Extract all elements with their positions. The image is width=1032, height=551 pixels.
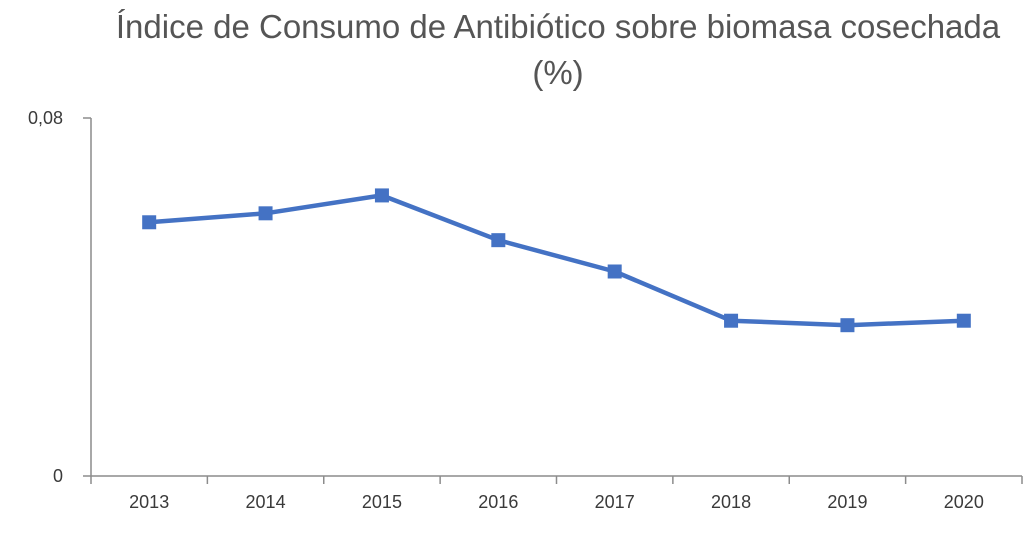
series-line-group [149,193,964,328]
x-tick-label: 2013 [129,492,169,512]
series-line [149,193,964,328]
x-tick-label: 2016 [478,492,518,512]
data-point-2015 [374,188,389,203]
data-point-2016 [491,233,506,248]
chart-title-unit: (%) [532,54,584,91]
x-tick-label: 2018 [711,492,751,512]
data-markers [142,188,971,333]
x-tick-label: 2014 [246,492,286,512]
chart-title: Índice de Consumo de Antibiótico sobre b… [0,4,1032,96]
data-point-2020 [956,313,971,328]
x-tick-label: 2019 [827,492,867,512]
data-point-2017 [607,264,622,279]
x-tick-label: 2017 [595,492,635,512]
data-point-2018 [724,313,739,328]
data-point-2019 [840,318,855,333]
y-tick-label: 0 [53,466,63,486]
data-point-2014 [258,206,273,221]
x-tick-label: 2015 [362,492,402,512]
x-tick-labels: 2013 2014 2015 2016 2017 2018 2019 2020 [129,492,984,512]
x-tick-label: 2020 [944,492,984,512]
y-tick-labels: 00,08 [28,108,63,486]
y-tick-label: 0,08 [28,108,63,128]
x-axis-ticks [90,476,1023,484]
data-point-2013 [142,215,157,230]
y-axis-ticks [83,117,91,477]
chart-title-text: Índice de Consumo de Antibiótico sobre b… [115,8,1001,45]
